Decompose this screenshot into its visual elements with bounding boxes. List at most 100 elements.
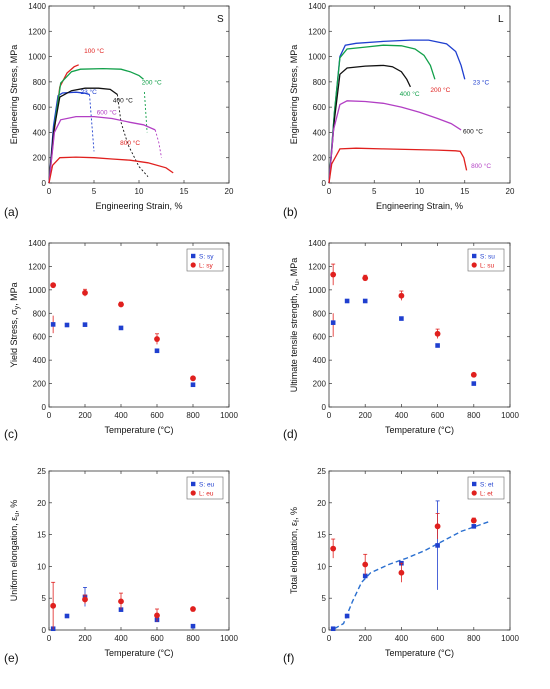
- x-axis-title-b: Engineering Strain, %: [376, 201, 463, 211]
- y-tick-label-f-2: 10: [317, 562, 326, 571]
- y-tick-label-c-1: 200: [33, 380, 47, 389]
- legend-marker-d-0: [472, 253, 477, 259]
- y-tick-label-a-2: 400: [33, 128, 47, 137]
- point-e-1-0: [50, 602, 57, 609]
- y-tick-label-e-2: 10: [37, 562, 46, 571]
- x-tick-label-f-3: 600: [431, 634, 445, 643]
- point-c-1-4: [190, 375, 196, 382]
- trend-line-f: [334, 521, 489, 630]
- y-tick-label-b-2: 400: [313, 128, 327, 137]
- x-tick-label-a-0: 0: [47, 187, 52, 196]
- y-tick-label-c-6: 1200: [28, 262, 46, 271]
- y-axis-title-e: Uniform elongation, εu, %: [9, 500, 21, 601]
- curve-b-3: [328, 100, 462, 184]
- point-c-1-3: [154, 336, 160, 342]
- point-e-1-4: [190, 606, 196, 612]
- panel-c-label: (c): [4, 427, 18, 441]
- panel-b-label: (b): [283, 205, 298, 219]
- y-axis-title-subscript-c: y: [14, 305, 21, 309]
- curve-b-0: [328, 39, 466, 184]
- y-tick-label-e-3: 15: [37, 531, 46, 540]
- y-tick-label-a-4: 800: [33, 78, 47, 87]
- curve-fracture-a-3: [116, 94, 149, 177]
- x-tick-label-f-0: 0: [327, 634, 332, 643]
- plot-frame-f: [328, 470, 511, 631]
- x-tick-label-c-2: 400: [114, 411, 128, 420]
- x-tick-label-a-2: 10: [135, 187, 144, 196]
- point-c-0-1: [64, 322, 70, 328]
- point-d-1-0: [330, 271, 337, 278]
- legend-label-f-0: S: et: [480, 482, 494, 489]
- x-tick-label-d-0: 0: [327, 411, 332, 420]
- x-tick-label-d-1: 200: [359, 411, 373, 420]
- corner-label-a: S: [217, 14, 224, 25]
- y-tick-label-f-3: 15: [317, 531, 326, 540]
- x-tick-label-b-4: 20: [506, 187, 515, 196]
- curve-fracture-a-4: [154, 129, 162, 158]
- point-c-0-0: [50, 322, 56, 327]
- x-tick-label-d-3: 600: [431, 411, 445, 420]
- y-axis-title-d: Ultimate tensile strength, σu, MPa: [289, 258, 301, 393]
- y-tick-label-e-5: 25: [37, 467, 46, 476]
- y-axis-title-unit-c: , MPa: [9, 282, 19, 306]
- legend-marker-f-0: [472, 481, 477, 487]
- curve-label-a-3: 400 °C: [113, 97, 133, 105]
- point-d-0-3: [399, 316, 404, 321]
- y-tick-label-c-2: 400: [33, 356, 47, 365]
- panel-a-label: (a): [4, 205, 19, 219]
- y-tick-label-e-4: 20: [37, 499, 46, 508]
- plot-frame-e: [48, 470, 230, 631]
- curve-a-3: [48, 87, 118, 184]
- y-tick-label-b-7: 1400: [308, 2, 326, 11]
- legend-label-c-0: S: sy: [199, 254, 214, 261]
- y-axis-title-subscript-e: u: [14, 513, 21, 517]
- y-tick-label-a-3: 600: [33, 103, 47, 112]
- point-d-1-4: [470, 371, 477, 378]
- legend-label-d-0: S: su: [480, 254, 495, 261]
- y-tick-label-d-5: 1000: [308, 286, 326, 295]
- point-e-1-1: [82, 596, 88, 603]
- y-tick-label-c-4: 800: [33, 309, 47, 318]
- point-c-1-2: [118, 301, 124, 308]
- y-tick-label-b-5: 1000: [308, 53, 326, 62]
- y-tick-label-f-0: 0: [322, 626, 327, 635]
- legend-marker-f-1: [471, 490, 477, 496]
- y-axis-title-subscript-f: f: [294, 520, 301, 522]
- y-tick-label-d-1: 200: [313, 380, 327, 389]
- y-tick-label-b-4: 800: [313, 78, 327, 87]
- y-tick-label-a-0: 0: [42, 179, 47, 188]
- y-tick-label-f-1: 5: [322, 594, 327, 603]
- y-tick-label-c-3: 600: [33, 333, 47, 342]
- curve-label-a-1: 200 °C: [142, 78, 162, 86]
- y-tick-label-b-0: 0: [322, 179, 327, 188]
- x-tick-label-e-2: 400: [114, 634, 128, 643]
- curve-a-2: [48, 67, 144, 184]
- point-f-1-4: [470, 517, 477, 524]
- x-tick-label-a-4: 20: [225, 187, 234, 196]
- curve-label-a-2: 23 °C: [81, 88, 98, 96]
- x-tick-label-f-1: 200: [359, 634, 373, 643]
- point-f-1-2: [398, 569, 405, 576]
- legend-label-f-1: L: et: [480, 491, 493, 498]
- y-tick-label-d-0: 0: [322, 403, 327, 412]
- panel-d-ultimate-tensile-strength: (d) 0 200 400 600 800 1000 0 200 400 600 800 1000 12…: [283, 239, 519, 441]
- legend-label-e-0: S: eu: [199, 482, 215, 489]
- x-tick-label-e-5: 1000: [220, 634, 238, 643]
- panel-d-label: (d): [283, 427, 298, 441]
- point-d-0-4: [435, 343, 440, 348]
- point-f-0-0: [330, 626, 336, 632]
- y-axis-title-unit-e: , %: [9, 500, 19, 513]
- x-axis-title-d: Temperature (°C): [385, 425, 454, 435]
- curve-b-1: [328, 44, 436, 184]
- legend-box-d: [467, 248, 505, 272]
- point-e-1-2: [118, 598, 124, 605]
- y-tick-label-d-7: 1400: [308, 239, 326, 248]
- x-tick-label-b-0: 0: [327, 187, 332, 196]
- x-tick-label-a-1: 5: [92, 187, 97, 196]
- y-tick-label-f-5: 25: [317, 467, 326, 476]
- panel-a-stress-strain-s: (a) 0 5 10 15 200200400600800100012001400Eng…: [4, 2, 234, 219]
- point-f-1-3: [434, 523, 441, 530]
- y-tick-label-e-1: 5: [42, 594, 47, 603]
- curve-b-4: [328, 147, 468, 184]
